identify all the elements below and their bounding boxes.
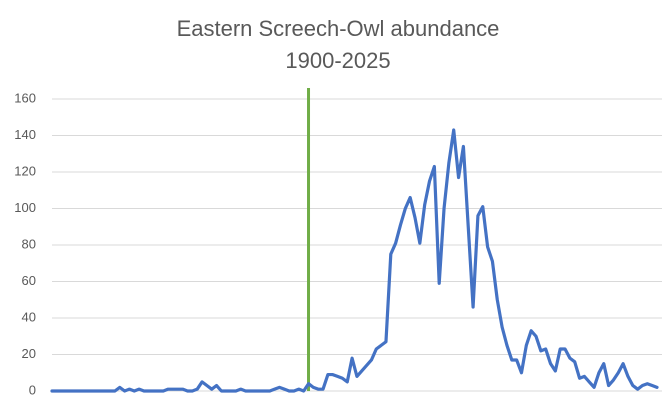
y-tick-label: 40 (22, 309, 36, 324)
chart-title: Eastern Screech-Owl abundance (177, 16, 500, 41)
chart-subtitle: 1900-2025 (285, 48, 390, 73)
y-tick-label: 20 (22, 346, 36, 361)
y-tick-label: 60 (22, 273, 36, 288)
y-tick-label: 160 (14, 90, 36, 105)
y-tick-label: 0 (29, 382, 36, 397)
data-line (50, 128, 659, 393)
y-tick-label: 80 (22, 236, 36, 251)
y-tick-label: 100 (14, 200, 36, 215)
y-tick-label: 120 (14, 163, 36, 178)
y-tick-label: 140 (14, 127, 36, 142)
